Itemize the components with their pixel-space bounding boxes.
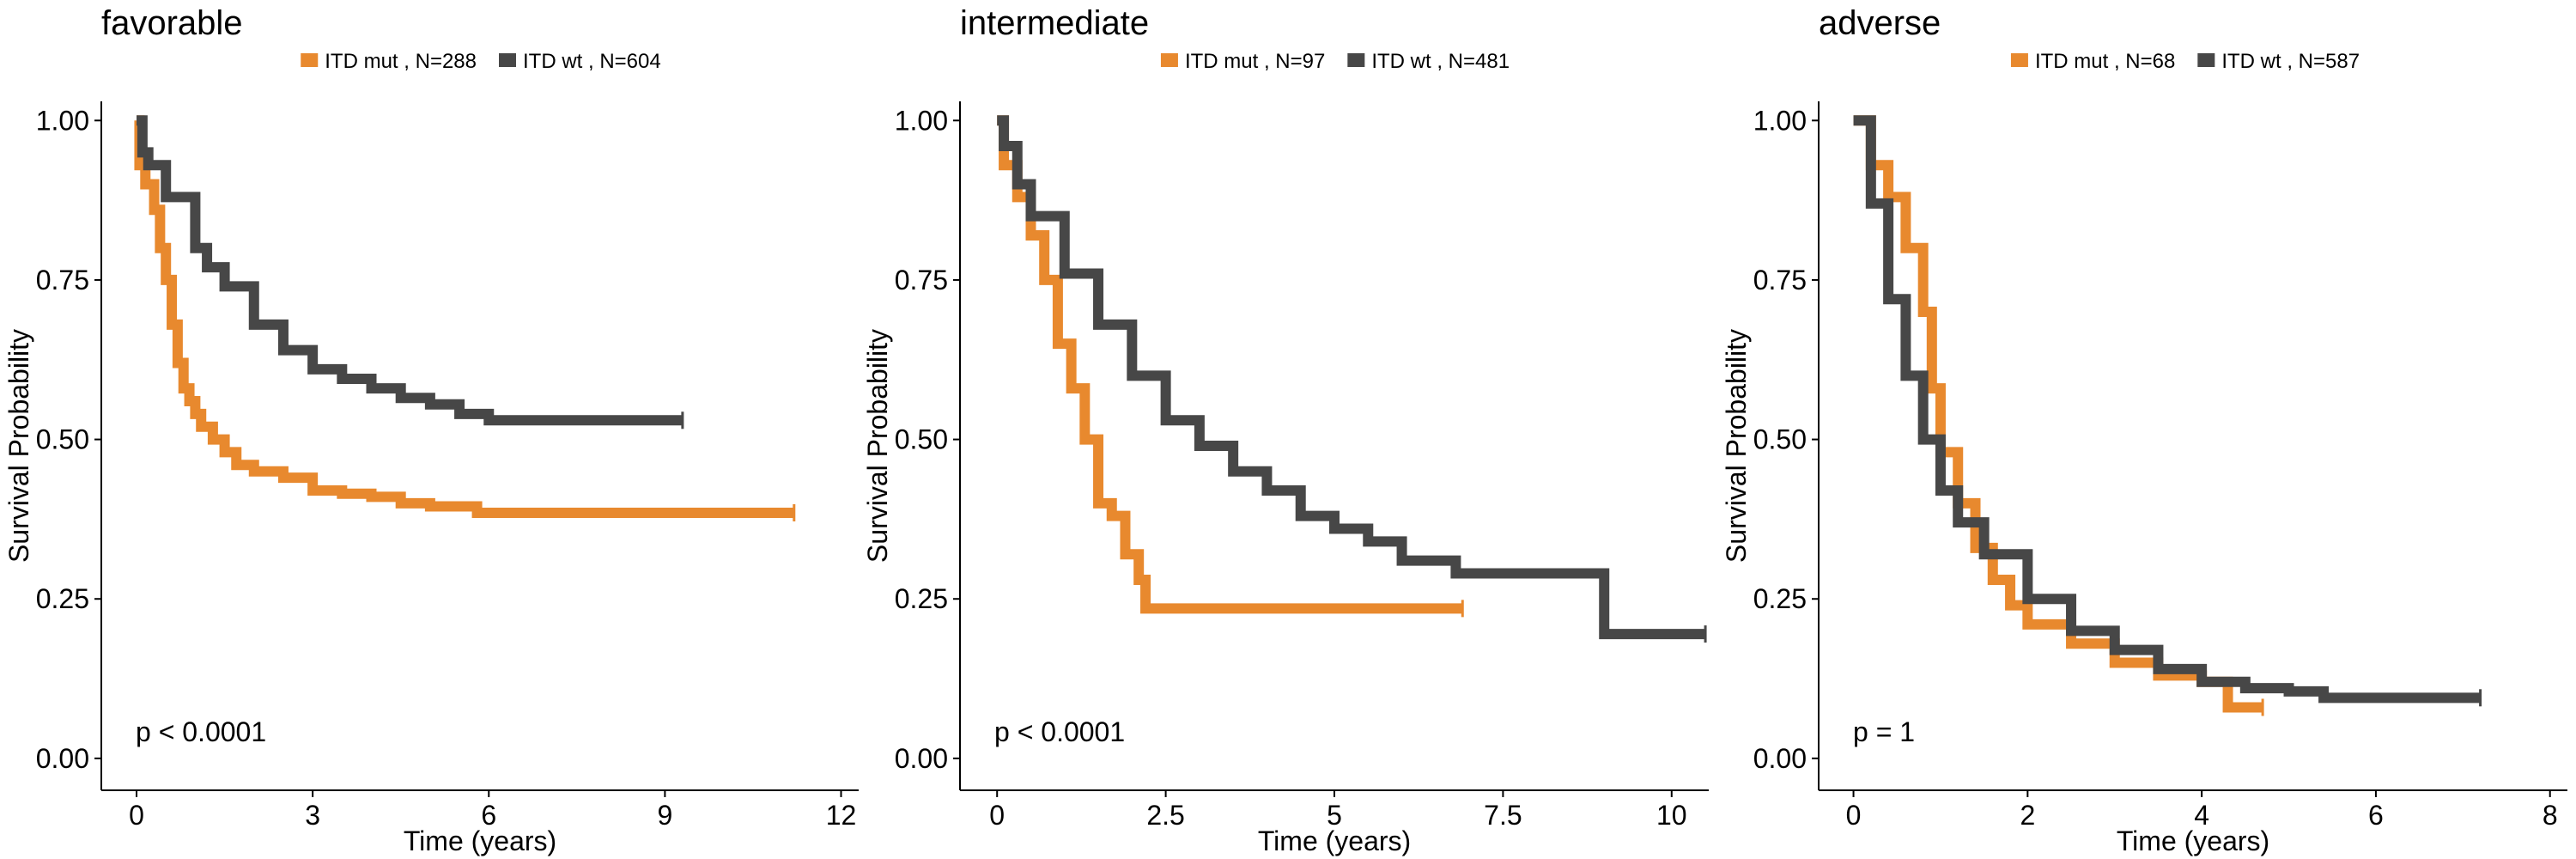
y-tick-label: 0.00 [895, 743, 948, 774]
x-tick-label: 10 [1656, 800, 1687, 831]
y-tick-label: 0.50 [36, 424, 89, 455]
survival-curve-1 [137, 115, 683, 426]
x-tick-label: 0 [989, 800, 1005, 831]
x-tick-label: 6 [481, 800, 496, 831]
y-tick-label: 1.00 [36, 105, 89, 136]
x-tick-label: 12 [826, 800, 857, 831]
legend: ITD mut , N=68 ITD wt , N=587 [2010, 50, 2360, 73]
x-tick-label: 2 [2020, 800, 2035, 831]
legend-key-0 [2010, 53, 2028, 67]
survival-curve-1 [1853, 115, 2481, 704]
y-tick-label: 0.00 [36, 743, 89, 774]
y-tick-label: 0.25 [895, 583, 948, 614]
x-axis-label: Time (years) [1258, 825, 1411, 856]
legend-label-0: ITD mut , N=68 [2035, 50, 2175, 73]
x-tick-label: 7.5 [1484, 800, 1522, 831]
legend-key-1 [2197, 53, 2215, 67]
x-tick-label: 4 [2194, 800, 2209, 831]
x-tick-label: 8 [2543, 800, 2558, 831]
legend-label-1: ITD wt , N=481 [1371, 50, 1510, 73]
x-tick-label: 3 [305, 800, 320, 831]
legend-key-1 [499, 53, 516, 67]
x-tick-label: 6 [2368, 800, 2384, 831]
y-axis-label: Survival Probability [1721, 329, 1752, 563]
legend-key-1 [1347, 53, 1365, 67]
y-tick-label: 0.25 [1753, 583, 1807, 614]
legend: ITD mut , N=288 ITD wt , N=604 [301, 50, 661, 73]
legend-label-1: ITD wt , N=587 [2221, 50, 2360, 73]
chart-title: intermediate [960, 4, 1149, 42]
x-tick-label: 0 [1846, 800, 1862, 831]
legend-label-0: ITD mut , N=97 [1185, 50, 1325, 73]
x-tick-label: 2.5 [1146, 800, 1184, 831]
survival-curve-0 [134, 115, 794, 518]
x-tick-label: 0 [129, 800, 144, 831]
y-axis-label: Survival Probability [862, 329, 893, 563]
x-tick-label: 9 [657, 800, 672, 831]
chart-title: favorable [101, 4, 243, 42]
y-tick-label: 0.50 [1753, 424, 1807, 455]
x-axis-label: Time (years) [404, 825, 556, 856]
y-tick-label: 1.00 [1753, 105, 1807, 136]
survival-curve-0 [1853, 115, 2263, 713]
chart-panel-2: adverse ITD mut , N=68 ITD wt , N=587 0.00 0… [1721, 4, 2567, 856]
chart-panel-1: intermediate ITD mut , N=97 ITD wt , N=481… [862, 4, 1709, 856]
y-tick-label: 0.25 [36, 583, 89, 614]
chart-title: adverse [1819, 4, 1941, 42]
x-axis-label: Time (years) [2117, 825, 2269, 856]
y-tick-label: 1.00 [895, 105, 948, 136]
p-value: p < 0.0001 [994, 716, 1125, 747]
survival-curve-1 [997, 115, 1706, 640]
chart-panel-0: favorable ITD mut , N=288 ITD wt , N=604 0.… [3, 4, 859, 856]
legend-key-0 [301, 53, 319, 67]
y-tick-label: 0.75 [1753, 265, 1807, 295]
legend-label-1: ITD wt , N=604 [523, 50, 661, 73]
legend-label-0: ITD mut , N=288 [325, 50, 477, 73]
survival-curve-0 [997, 115, 1463, 614]
y-axis-label: Survival Probability [3, 329, 34, 563]
y-tick-label: 0.75 [895, 265, 948, 295]
y-tick-label: 0.00 [1753, 743, 1807, 774]
legend-key-0 [1160, 53, 1178, 67]
legend: ITD mut , N=97 ITD wt , N=481 [1160, 50, 1510, 73]
p-value: p < 0.0001 [136, 716, 266, 747]
y-tick-label: 0.75 [36, 265, 89, 295]
x-tick-label: 5 [1327, 800, 1342, 831]
y-tick-label: 0.50 [895, 424, 948, 455]
p-value: p = 1 [1853, 716, 1915, 747]
